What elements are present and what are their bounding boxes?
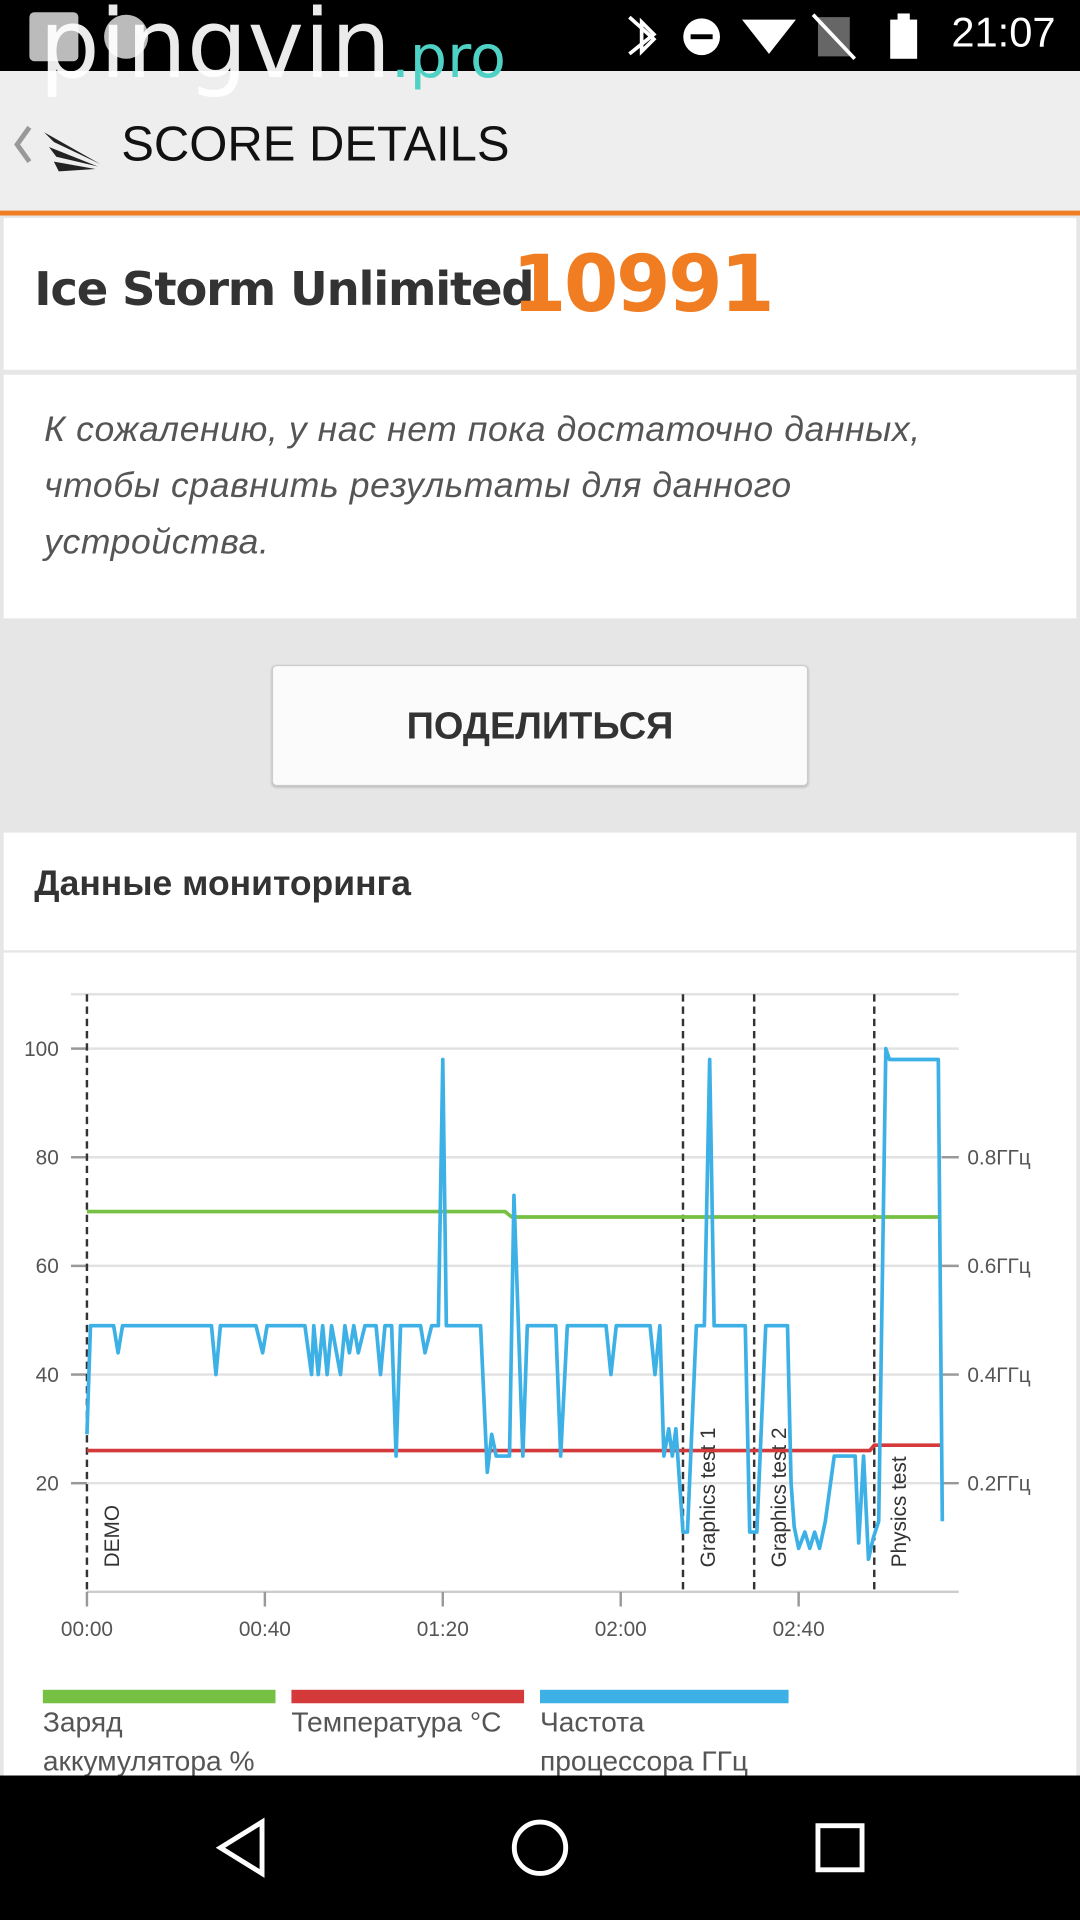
clock: 21:07 <box>951 9 1056 57</box>
score-card <box>3 217 1077 370</box>
score-value: 10991 <box>511 240 775 331</box>
section-label: Physics test <box>888 1456 911 1567</box>
series-line <box>86 1209 941 1219</box>
back-button[interactable] <box>215 1817 265 1878</box>
monitoring-header <box>3 832 1077 951</box>
section-label: DEMO <box>101 1505 124 1567</box>
notification-icon <box>104 14 149 59</box>
monitoring-title: Данные мониторинга <box>34 864 412 904</box>
screen-title: SCORE DETAILS <box>121 117 510 172</box>
legend-label: Температура °C <box>291 1705 502 1738</box>
chart: 20 40 60 80 100 0.2ГГц 0.4ГГц 0.6ГГц 0.8ГГц 00:00… <box>24 993 1031 1641</box>
section-label: Graphics test 1 <box>697 1427 720 1567</box>
status-icons <box>29 12 918 62</box>
legend-label: Частота процессора ГГц <box>540 1705 748 1777</box>
legend-swatch <box>291 1689 525 1704</box>
y2-tick-label: 0.6ГГц <box>967 1255 1030 1278</box>
dnd-icon <box>690 34 713 40</box>
legend-label: Заряд аккумулятора % <box>42 1705 255 1777</box>
navigation-bar <box>0 1775 1080 1920</box>
legend-swatch <box>42 1689 276 1704</box>
app-logo <box>44 132 101 172</box>
y-tick-label: 100 <box>24 1038 59 1061</box>
nav-buttons <box>215 1817 865 1878</box>
y2-tick-label: 0.2ГГц <box>967 1473 1030 1496</box>
x-tick-label: 00:00 <box>61 1618 113 1641</box>
header-divider <box>0 210 1080 216</box>
watermark-name: pingvin <box>39 0 392 101</box>
x-tick-label: 02:00 <box>595 1618 647 1641</box>
y-tick-label: 80 <box>36 1147 59 1170</box>
signal-icon <box>811 13 857 61</box>
home-button[interactable] <box>511 1819 569 1876</box>
x-tick-label: 02:40 <box>773 1618 825 1641</box>
series-line <box>85 1046 945 1562</box>
wifi-icon <box>742 19 796 54</box>
back-arrow[interactable] <box>14 125 32 164</box>
battery-icon <box>890 19 918 59</box>
y-tick-label: 40 <box>36 1364 59 1387</box>
test-name: Ice Storm Unlimited <box>34 262 534 316</box>
section-label: Graphics test 2 <box>768 1427 791 1567</box>
message-text: К сожалению, у нас нет пока достаточно д… <box>44 410 921 563</box>
y-tick-label: 60 <box>36 1255 59 1278</box>
status-bar: 21:07 <box>0 0 1080 72</box>
recents-button[interactable] <box>815 1823 865 1873</box>
x-tick-label: 00:40 <box>239 1618 291 1641</box>
notification-icon <box>29 12 79 62</box>
bluetooth-icon <box>628 15 657 56</box>
y2-tick-label: 0.4ГГц <box>967 1364 1030 1387</box>
watermark: pingvin.pro <box>39 0 506 100</box>
y-tick-label: 20 <box>36 1473 59 1496</box>
battery-icon <box>897 13 910 21</box>
chart-card <box>3 952 1077 1776</box>
x-tick-label: 01:20 <box>417 1618 469 1641</box>
app-bar <box>0 71 1080 211</box>
share-button[interactable]: ПОДЕЛИТЬСЯ <box>271 664 809 787</box>
back-logo[interactable] <box>0 71 122 211</box>
watermark-domain: .pro <box>391 23 506 92</box>
message-card <box>3 374 1077 619</box>
y2-tick-label: 0.8ГГц <box>967 1147 1030 1170</box>
legend-swatch <box>540 1689 789 1704</box>
series-line <box>86 1443 941 1453</box>
